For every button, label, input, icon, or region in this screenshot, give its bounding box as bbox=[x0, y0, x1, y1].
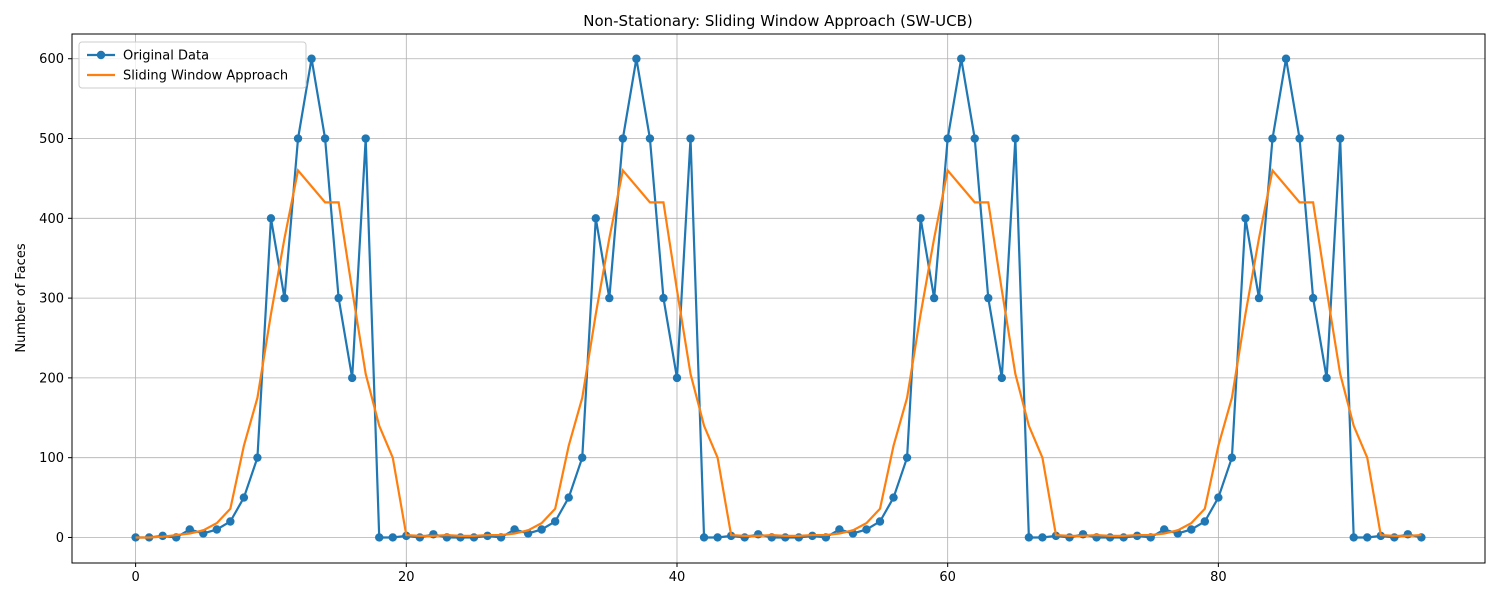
marker bbox=[984, 293, 993, 303]
legend-marker bbox=[96, 50, 106, 60]
marker bbox=[1254, 293, 1264, 303]
marker bbox=[1011, 134, 1020, 143]
marker bbox=[1214, 493, 1223, 502]
y-tick-label: 500 bbox=[39, 132, 64, 147]
marker bbox=[293, 134, 303, 143]
marker bbox=[550, 517, 560, 526]
marker bbox=[889, 493, 898, 502]
marker bbox=[970, 134, 979, 143]
marker bbox=[1363, 533, 1372, 542]
marker bbox=[1322, 373, 1331, 383]
chart-title: Non-Stationary: Sliding Window Approach … bbox=[583, 12, 973, 30]
x-tick-label: 80 bbox=[1210, 570, 1227, 585]
y-tick-label: 0 bbox=[56, 531, 64, 546]
legend-box bbox=[78, 41, 307, 89]
marker bbox=[618, 134, 628, 143]
marker bbox=[375, 533, 384, 542]
marker bbox=[1281, 54, 1291, 63]
x-tick-label: 60 bbox=[939, 570, 956, 585]
marker bbox=[943, 134, 952, 143]
marker bbox=[740, 533, 749, 542]
marker bbox=[1160, 525, 1169, 534]
marker bbox=[1390, 533, 1399, 542]
marker bbox=[632, 54, 641, 63]
y-axis-label: Number of Faces bbox=[14, 243, 29, 352]
marker bbox=[659, 293, 668, 303]
marker bbox=[578, 453, 587, 462]
marker bbox=[469, 533, 479, 542]
marker bbox=[1078, 530, 1088, 539]
x-tick-label: 20 bbox=[398, 570, 415, 585]
line bbox=[135, 167, 1422, 539]
marker bbox=[429, 530, 438, 539]
marker bbox=[875, 517, 885, 526]
y-tick-label: 100 bbox=[39, 451, 64, 466]
marker bbox=[794, 533, 804, 542]
marker bbox=[266, 214, 276, 223]
marker bbox=[672, 373, 682, 383]
marker bbox=[686, 134, 695, 143]
marker bbox=[388, 533, 397, 542]
marker bbox=[1227, 453, 1237, 462]
y-tick-label: 600 bbox=[39, 52, 64, 67]
marker bbox=[361, 134, 370, 143]
marker bbox=[753, 530, 763, 539]
marker bbox=[1295, 134, 1304, 143]
x-tick-label: 40 bbox=[669, 570, 686, 585]
marker bbox=[1105, 533, 1115, 542]
y-tick-label: 300 bbox=[39, 292, 64, 307]
marker bbox=[902, 453, 912, 462]
legend-label: Sliding Window Approach bbox=[123, 69, 288, 84]
marker bbox=[1349, 533, 1358, 542]
y-tick-label: 200 bbox=[39, 371, 64, 386]
marker bbox=[1200, 517, 1210, 526]
marker bbox=[699, 533, 709, 542]
marker bbox=[713, 533, 722, 542]
marker bbox=[456, 533, 465, 542]
marker bbox=[957, 54, 966, 63]
marker bbox=[280, 293, 289, 303]
marker bbox=[1268, 134, 1277, 143]
marker bbox=[781, 533, 790, 542]
marker bbox=[226, 517, 235, 526]
marker bbox=[605, 293, 614, 303]
marker bbox=[347, 373, 357, 383]
marker bbox=[334, 293, 343, 303]
marker bbox=[212, 525, 222, 534]
legend-label: Original Data bbox=[123, 49, 209, 64]
marker bbox=[862, 525, 871, 534]
marker bbox=[564, 493, 573, 502]
marker bbox=[307, 54, 316, 63]
marker bbox=[1403, 530, 1413, 539]
marker bbox=[1308, 293, 1318, 303]
x-tick-label: 0 bbox=[131, 570, 139, 585]
marker bbox=[1024, 533, 1034, 542]
plot-frame bbox=[71, 33, 1486, 564]
marker bbox=[253, 453, 262, 462]
marker bbox=[645, 134, 655, 143]
marker bbox=[1241, 214, 1250, 223]
marker bbox=[537, 525, 546, 534]
marker bbox=[185, 525, 194, 534]
marker bbox=[239, 493, 249, 502]
marker bbox=[1038, 533, 1047, 542]
marker bbox=[415, 533, 425, 542]
marker bbox=[1119, 533, 1128, 542]
marker bbox=[591, 214, 600, 223]
marker bbox=[510, 525, 519, 534]
marker bbox=[835, 525, 844, 534]
marker bbox=[1187, 525, 1196, 534]
line bbox=[135, 58, 1422, 539]
y-tick-label: 400 bbox=[39, 212, 64, 227]
marker bbox=[997, 373, 1007, 383]
marker bbox=[1335, 134, 1345, 143]
marker bbox=[929, 293, 939, 303]
marker bbox=[916, 214, 925, 223]
marker bbox=[1065, 533, 1074, 542]
marker bbox=[320, 134, 330, 143]
